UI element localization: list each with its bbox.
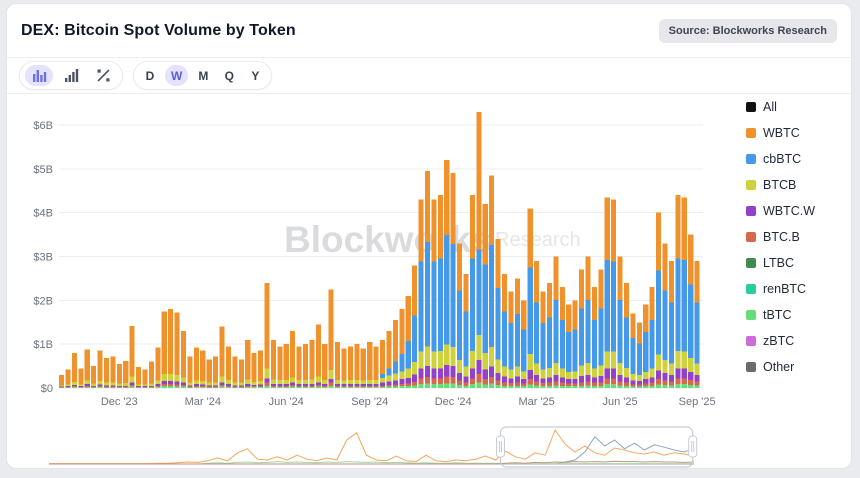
- stacked-bar-chart-icon: [32, 70, 46, 82]
- x-axis-label: Sep '24: [351, 396, 388, 408]
- percent-view-button[interactable]: [89, 65, 117, 86]
- legend: All WBTC cbBTC BTCB WBTC.W BTC.B LTBC renBTC tBT…: [746, 100, 815, 374]
- source-badge: Source: Blockworks Research: [658, 18, 837, 43]
- legend-swatch-cbBTC: [746, 154, 756, 164]
- x-axis-label: Dec '24: [435, 396, 472, 408]
- legend-swatch-zBTC: [746, 336, 756, 346]
- legend-label: tBTC: [763, 308, 792, 322]
- legend-item-zBTC[interactable]: zBTC: [746, 334, 815, 348]
- bars-group[interactable]: [59, 111, 700, 388]
- y-axis-label: $2B: [33, 295, 53, 307]
- legend-swatch-All: [746, 102, 756, 112]
- y-axis-label: $6B: [33, 120, 53, 132]
- period-button-D[interactable]: D: [139, 65, 161, 86]
- navigator-chart[interactable]: [7, 414, 852, 469]
- watermark-label: Research: [495, 229, 581, 251]
- bar-chart-icon: [64, 69, 78, 82]
- brush-handle-left[interactable]: [496, 435, 505, 458]
- period-button-Y[interactable]: Y: [244, 65, 266, 86]
- legend-label: zBTC: [763, 334, 795, 348]
- header: DEX: Bitcoin Spot Volume by Token Source…: [7, 4, 851, 57]
- legend-label: BTC.B: [763, 230, 800, 244]
- legend-item-WBTC[interactable]: WBTC: [746, 126, 815, 140]
- header-divider: [7, 57, 851, 58]
- legend-swatch-WBTC: [746, 128, 756, 138]
- period-button-M[interactable]: M: [192, 65, 214, 86]
- legend-item-Other[interactable]: Other: [746, 360, 815, 374]
- x-axis-label: Mar '24: [185, 396, 221, 408]
- legend-item-LTBC[interactable]: LTBC: [746, 256, 815, 270]
- legend-swatch-tBTC: [746, 310, 756, 320]
- brush-handle-right[interactable]: [688, 435, 698, 458]
- legend-swatch-renBTC: [746, 284, 756, 294]
- navigator-line-BTC.B: [49, 460, 695, 465]
- chart-type-group: [19, 61, 123, 90]
- legend-label: Other: [763, 360, 795, 374]
- stacked-bar-view-button[interactable]: [25, 65, 53, 86]
- legend-label: WBTC: [763, 126, 800, 140]
- legend-item-cbBTC[interactable]: cbBTC: [746, 152, 815, 166]
- x-axis-label: Sep '25: [679, 396, 716, 408]
- legend-swatch-LTBC: [746, 258, 756, 268]
- chart-region: $0 $1B $2B $3B $4B $5B $6B Blockworks Research De…: [7, 94, 851, 414]
- navigator-line-WBTC: [49, 428, 695, 465]
- legend-label: cbBTC: [763, 152, 802, 166]
- toolbar-divider: [7, 93, 851, 94]
- x-axis-label: Dec '23: [101, 396, 138, 408]
- bar-view-button[interactable]: [57, 65, 85, 86]
- legend-swatch-WBTC.W: [746, 206, 756, 216]
- legend-item-tBTC[interactable]: tBTC: [746, 308, 815, 322]
- navigator-brush[interactable]: [499, 426, 694, 468]
- legend-item-renBTC[interactable]: renBTC: [746, 282, 815, 296]
- legend-label: WBTC.W: [763, 204, 816, 218]
- chart-card: DEX: Bitcoin Spot Volume by Token Source…: [6, 3, 852, 469]
- navigator-region: [7, 414, 852, 469]
- period-button-W[interactable]: W: [165, 65, 189, 86]
- percent-icon: [96, 69, 110, 82]
- x-axis-label: Jun '25: [603, 396, 638, 408]
- y-axis-label: $0: [41, 383, 53, 395]
- x-axis-label: Mar '25: [518, 396, 554, 408]
- legend-item-BTCB[interactable]: BTCB: [746, 178, 815, 192]
- legend-label: BTCB: [763, 178, 797, 192]
- legend-swatch-BTCB: [746, 180, 756, 190]
- y-axis-label: $4B: [33, 208, 53, 220]
- y-axis-label: $3B: [33, 252, 53, 264]
- legend-swatch-Other: [746, 362, 756, 372]
- y-axis-label: $1B: [33, 339, 53, 351]
- legend-item-WBTC.W[interactable]: WBTC.W: [746, 204, 815, 218]
- period-button-Q[interactable]: Q: [218, 65, 240, 86]
- x-axis-label: Jun '24: [269, 396, 304, 408]
- legend-label: LTBC: [763, 256, 795, 270]
- legend-item-BTC.B[interactable]: BTC.B: [746, 230, 815, 244]
- legend-label: All: [763, 100, 777, 114]
- legend-swatch-BTC.B: [746, 232, 756, 242]
- page-title: DEX: Bitcoin Spot Volume by Token: [21, 21, 296, 39]
- legend-item-All[interactable]: All: [746, 100, 815, 114]
- y-axis-label: $5B: [33, 164, 53, 176]
- legend-label: renBTC: [763, 282, 807, 296]
